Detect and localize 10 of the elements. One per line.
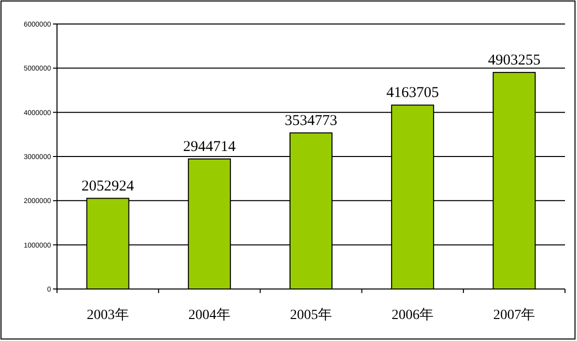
x-tick-label: 2007年: [493, 307, 536, 323]
data-label: 3534773: [284, 112, 338, 129]
x-tick-label: 2005年: [290, 307, 332, 323]
data-label: 2944714: [183, 138, 236, 155]
x-tick-label: 2006年: [392, 307, 434, 323]
data-label: 4163705: [386, 85, 439, 102]
x-tick-label: 2004年: [188, 307, 230, 323]
data-label: 2052924: [82, 178, 135, 194]
data-label: 4903255: [488, 52, 540, 68]
x-tick-label: 2003年: [86, 307, 129, 323]
